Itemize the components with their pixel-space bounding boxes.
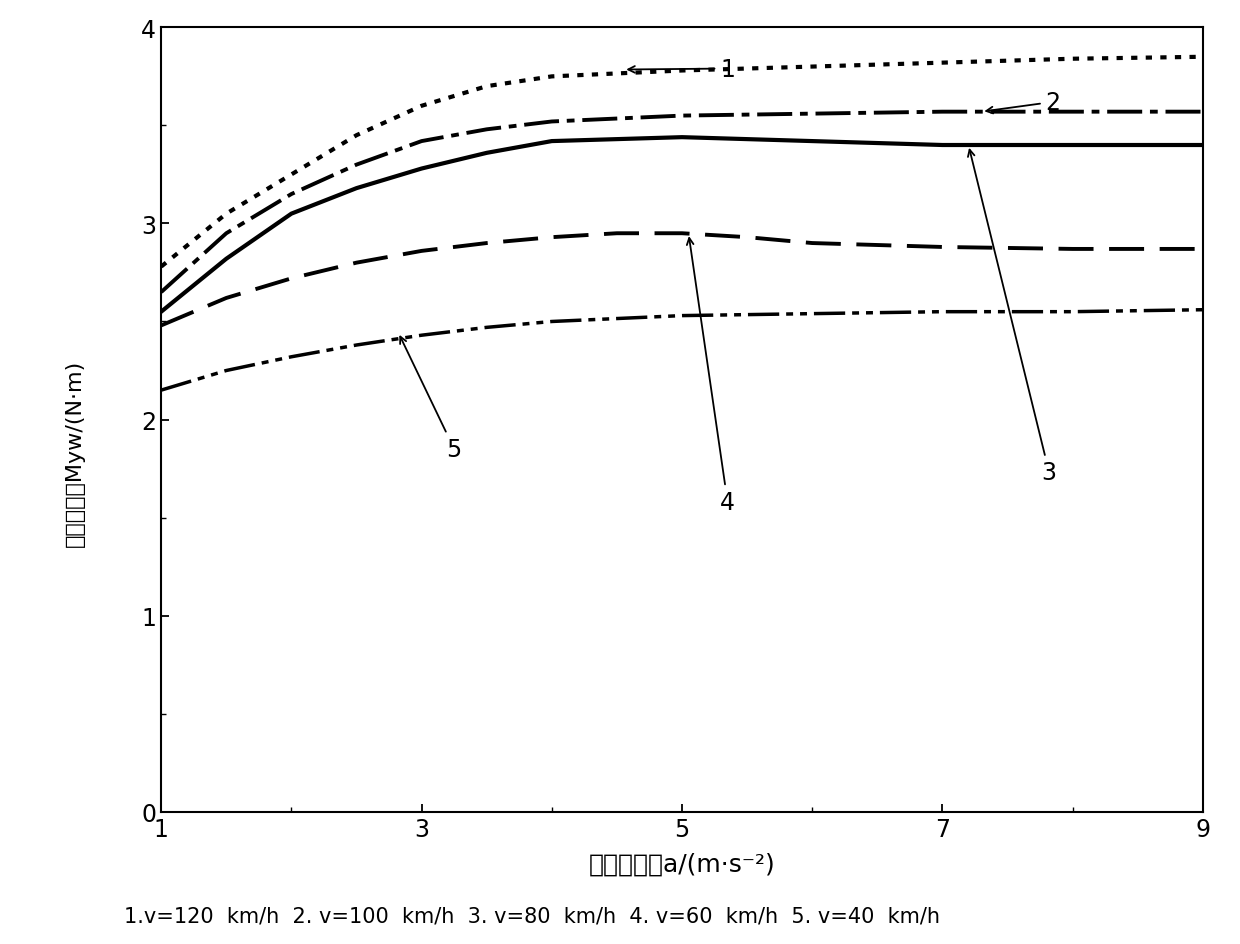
Text: 1: 1 [629,58,735,81]
Text: 3: 3 [968,150,1056,485]
Text: 4: 4 [687,239,735,514]
Text: 侧向加速度a/(m·s⁻²): 侧向加速度a/(m·s⁻²) [589,851,775,876]
Text: 转向盘力矩Myw/(N·m): 转向盘力矩Myw/(N·m) [64,360,84,547]
Text: 1.v=120  km/h  2. v=100  km/h  3. v=80  km/h  4. v=60  km/h  5. v=40  km/h: 1.v=120 km/h 2. v=100 km/h 3. v=80 km/h … [124,905,940,925]
Text: 2: 2 [986,91,1060,115]
Text: 5: 5 [401,337,461,462]
